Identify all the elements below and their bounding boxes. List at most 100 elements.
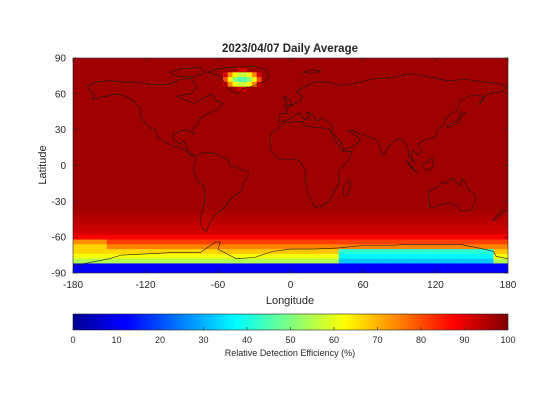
heatmap-cell: [140, 172, 146, 178]
heatmap-cell: [227, 210, 233, 217]
heatmap-cell: [319, 148, 325, 154]
heatmap-cell: [300, 96, 306, 102]
heatmap-cell: [421, 91, 427, 97]
heatmap-cell: [454, 62, 461, 68]
heatmap-cell: [227, 81, 233, 88]
heatmap-cell: [314, 67, 320, 73]
heatmap-cell: [266, 58, 272, 64]
heatmap-cell: [87, 191, 93, 197]
heatmap-cell: [324, 191, 330, 197]
heatmap-cell: [319, 210, 325, 217]
heatmap-cell: [237, 153, 243, 159]
heatmap-cell: [232, 115, 238, 121]
heatmap-cell: [271, 153, 277, 159]
heatmap-cell: [372, 139, 378, 145]
heatmap-cell: [498, 182, 504, 188]
heatmap-cell: [213, 110, 219, 116]
heatmap-cell: [256, 81, 262, 88]
heatmap-cell: [392, 163, 398, 169]
heatmap-cell: [469, 58, 475, 64]
heatmap-cell: [416, 158, 422, 164]
heatmap-cell: [145, 210, 151, 217]
heatmap-cell: [169, 67, 175, 73]
heatmap-cell: [203, 191, 209, 197]
heatmap-cell: [92, 234, 98, 240]
heatmap-cell: [150, 196, 156, 202]
heatmap-cell: [454, 134, 461, 140]
map-panel: [73, 58, 508, 273]
heatmap-cell: [474, 210, 480, 217]
heatmap-cell: [242, 72, 248, 78]
heatmap-cell: [276, 239, 282, 245]
heatmap-cell: [169, 201, 175, 207]
heatmap-cell: [319, 268, 325, 273]
heatmap-cell: [218, 206, 224, 212]
heatmap-cell: [445, 220, 451, 226]
heatmap-cell: [145, 249, 151, 255]
heatmap-cell: [179, 148, 185, 154]
heatmap-cell: [256, 101, 262, 107]
heatmap-cell: [290, 220, 296, 226]
heatmap-cell: [77, 201, 84, 207]
heatmap-cell: [145, 81, 151, 88]
heatmap-cell: [416, 225, 422, 231]
heatmap-cell: [300, 62, 306, 68]
heatmap-cell: [382, 110, 388, 116]
heatmap-cell: [121, 120, 127, 126]
heatmap-cell: [358, 239, 364, 245]
heatmap-cell: [102, 58, 108, 64]
heatmap-cell: [116, 115, 122, 121]
heatmap-cell: [450, 91, 456, 97]
heatmap-cell: [150, 129, 156, 135]
heatmap-cell: [179, 144, 185, 150]
heatmap-cell: [242, 206, 248, 212]
heatmap-cell: [382, 91, 388, 97]
heatmap-cell: [464, 196, 470, 202]
heatmap-cell: [237, 182, 243, 188]
heatmap-cell: [382, 258, 388, 264]
heatmap-cell: [193, 81, 200, 88]
heatmap-cell: [242, 86, 248, 92]
heatmap-cell: [309, 124, 316, 131]
heatmap-cell: [218, 96, 224, 102]
heatmap-cell: [247, 206, 253, 212]
heatmap-cell: [237, 239, 243, 245]
heatmap-cell: [503, 120, 508, 126]
heatmap-cell: [498, 139, 504, 145]
heatmap-cell: [377, 210, 383, 217]
heatmap-cell: [247, 258, 253, 264]
heatmap-cell: [416, 134, 422, 140]
heatmap-cell: [503, 153, 508, 159]
heatmap-cell: [266, 239, 272, 245]
heatmap-cell: [343, 115, 349, 121]
heatmap-cell: [203, 139, 209, 145]
heatmap-cell: [421, 239, 427, 245]
heatmap-cell: [372, 249, 378, 255]
heatmap-cell: [135, 191, 142, 197]
heatmap-cell: [82, 234, 88, 240]
heatmap-cell: [276, 210, 282, 217]
heatmap-cell: [184, 234, 190, 240]
heatmap-cell: [92, 158, 98, 164]
heatmap-cell: [401, 163, 407, 169]
heatmap-cell: [309, 206, 316, 212]
heatmap-cell: [276, 258, 282, 264]
heatmap-cell: [309, 191, 316, 197]
heatmap-cell: [164, 86, 171, 92]
heatmap-cell: [77, 258, 84, 264]
heatmap-cell: [488, 177, 494, 183]
heatmap-cell: [106, 244, 113, 250]
heatmap-cell: [271, 268, 277, 273]
heatmap-cell: [92, 91, 98, 97]
heatmap-cell: [184, 201, 190, 207]
heatmap-cell: [300, 244, 306, 250]
heatmap-cell: [256, 110, 262, 116]
heatmap-cell: [367, 215, 374, 221]
heatmap-cell: [324, 144, 330, 150]
heatmap-cell: [285, 91, 291, 97]
heatmap-cell: [87, 258, 93, 264]
heatmap-cell: [382, 115, 388, 121]
heatmap-cell: [440, 101, 446, 107]
heatmap-cell: [92, 58, 98, 64]
heatmap-cell: [237, 77, 243, 83]
